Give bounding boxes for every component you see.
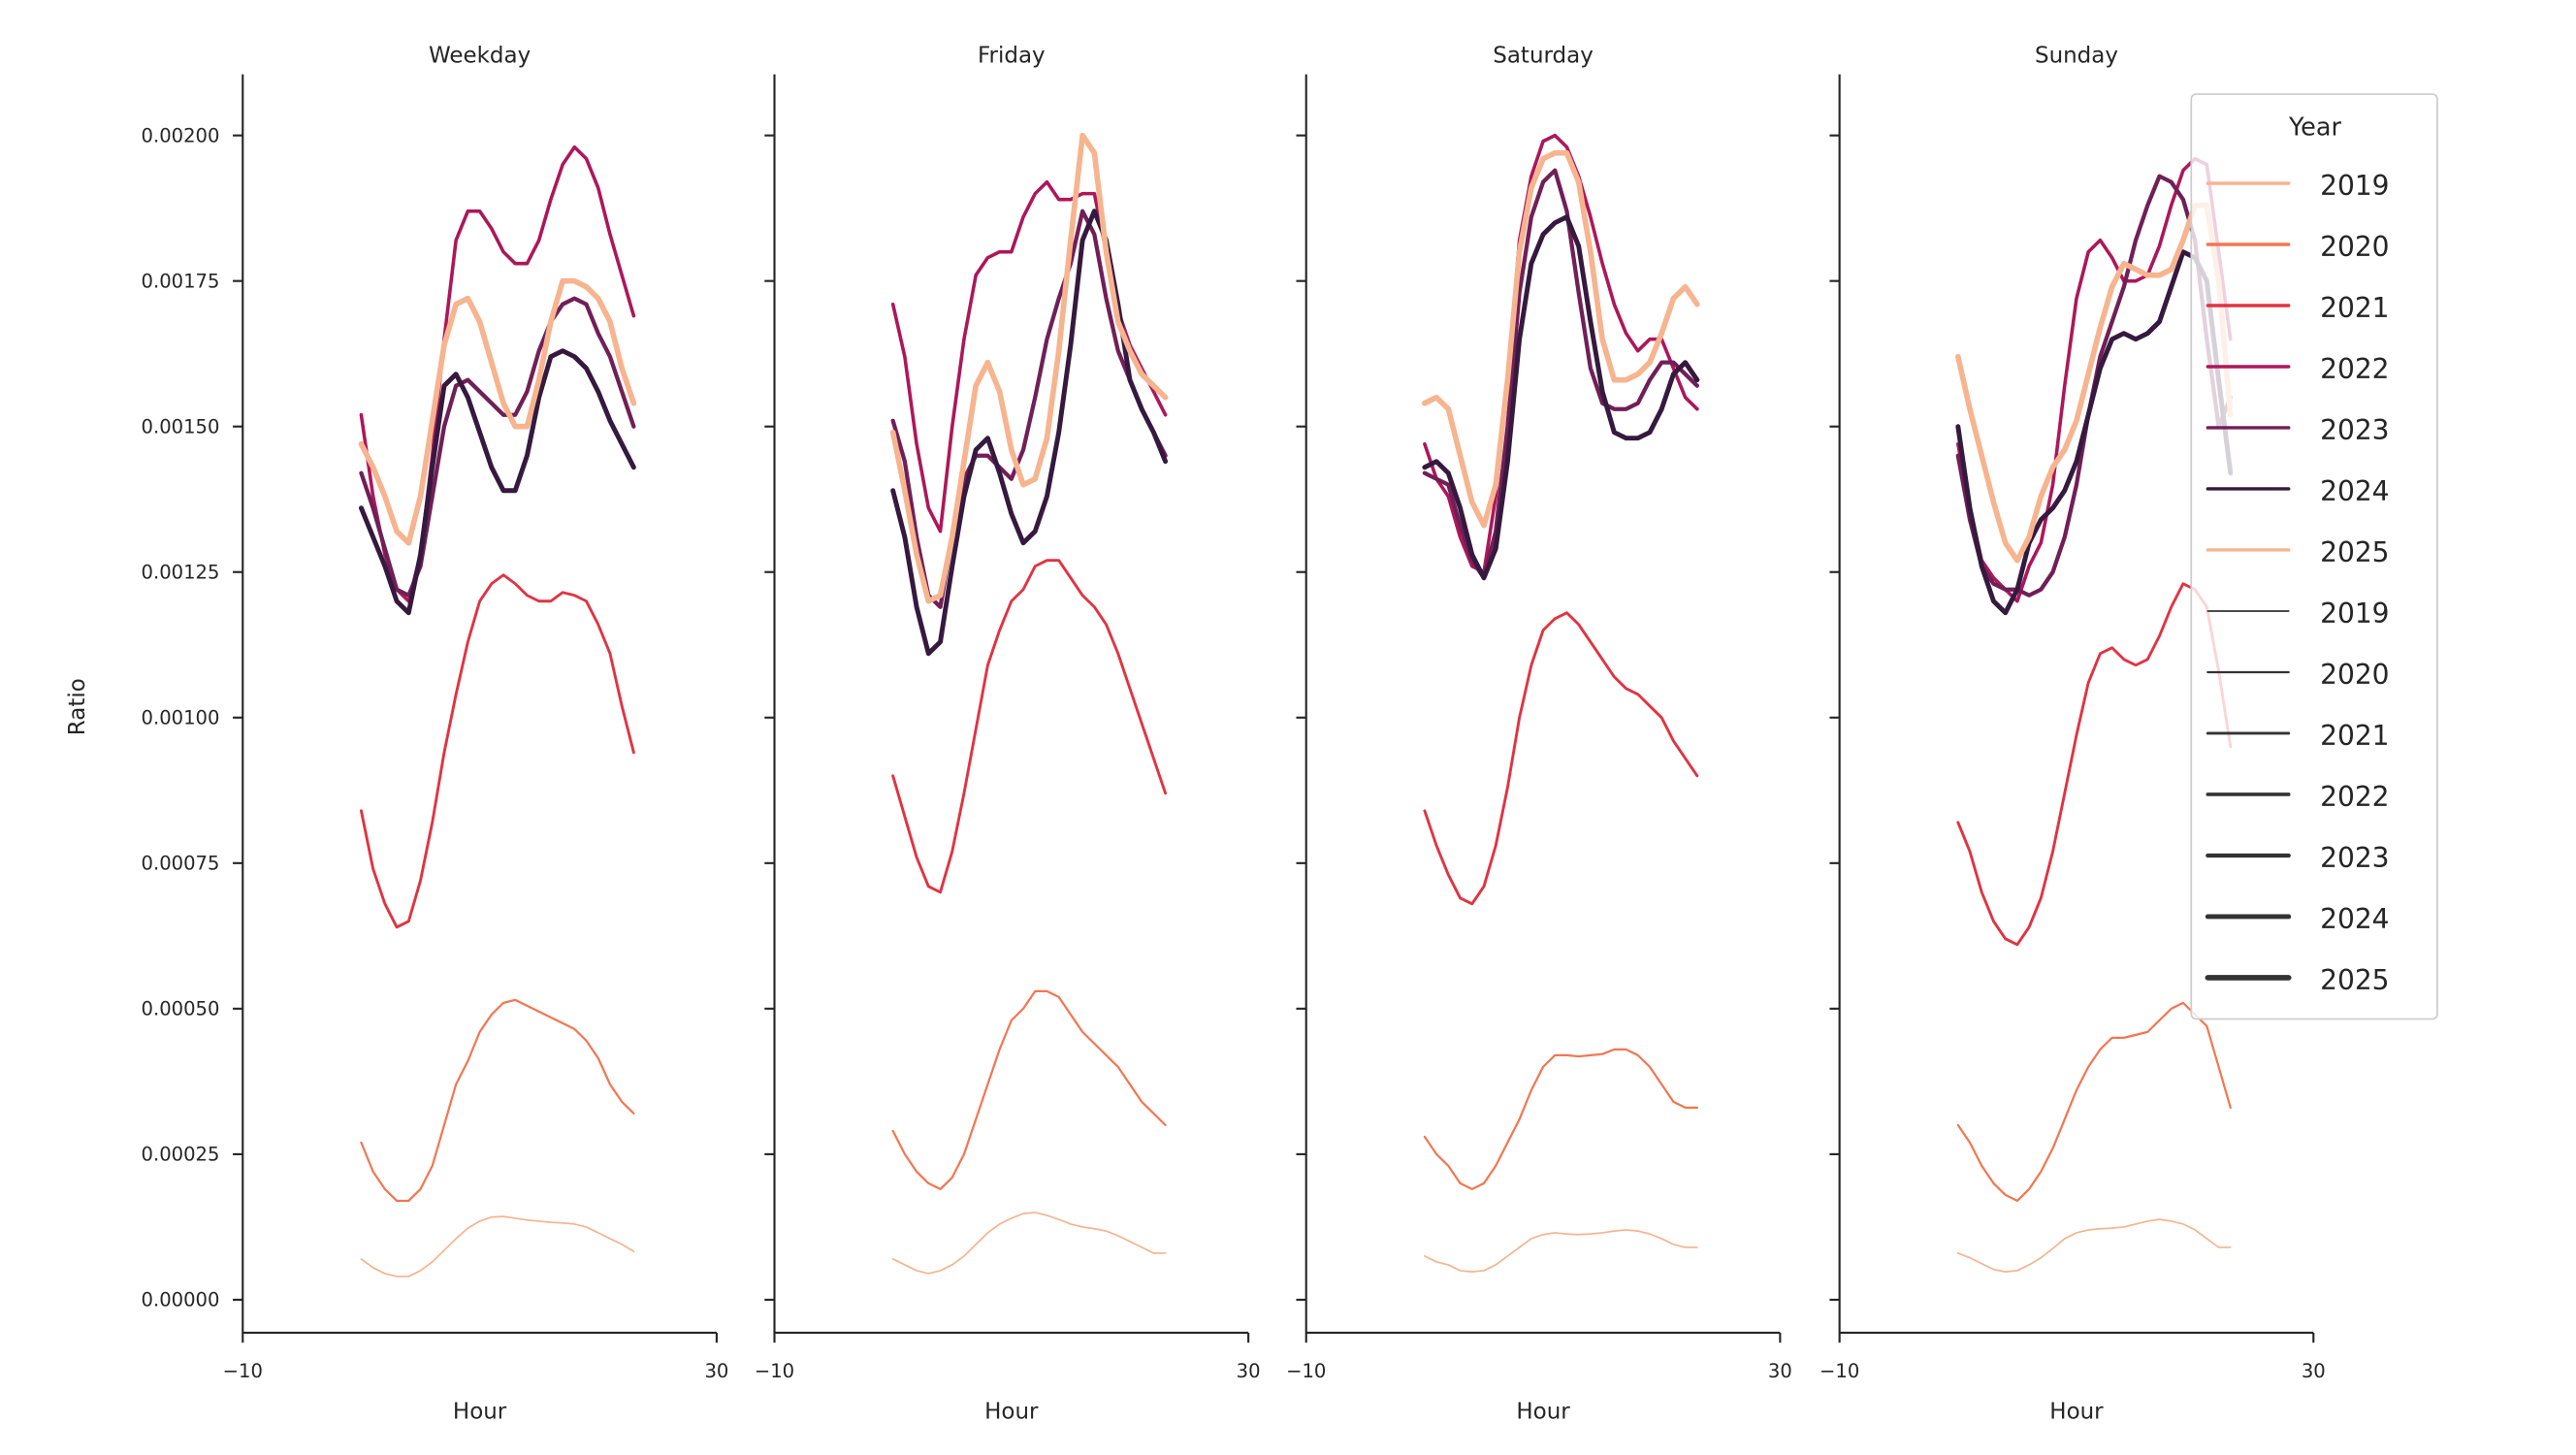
panel-title: Friday bbox=[978, 44, 1046, 69]
series-line-2022 bbox=[1423, 133, 1699, 574]
legend-item-size-2024: 2024 bbox=[2205, 903, 2390, 935]
panel-weekday: 0.00000 0.00025 0.00050 0.00075 0.00100 0.001… bbox=[65, 44, 729, 1425]
legend-label: 2024 bbox=[2320, 903, 2389, 935]
y-tick-label: 0.00050 bbox=[142, 998, 220, 1020]
series-line-2021 bbox=[891, 559, 1168, 894]
x-axis-label: Hour bbox=[453, 1400, 507, 1425]
series-line-2024 bbox=[1955, 249, 2234, 616]
y-tick-label: 0.00025 bbox=[142, 1144, 220, 1166]
legend-item-size-2020: 2020 bbox=[2206, 659, 2390, 691]
legend-label: 2023 bbox=[2320, 414, 2389, 446]
legend-item-hue-2022: 2022 bbox=[2206, 353, 2390, 385]
series-line-2024 bbox=[1422, 214, 1700, 581]
series-line-2019 bbox=[1424, 1229, 1698, 1273]
x-tick-label: 30 bbox=[1237, 1360, 1261, 1382]
series-line-2019 bbox=[360, 1215, 635, 1277]
y-tick-label: 0.00000 bbox=[142, 1289, 220, 1311]
legend-label: 2021 bbox=[2320, 720, 2389, 752]
legend-label: 2019 bbox=[2320, 170, 2389, 202]
series-line-2022 bbox=[359, 145, 636, 603]
legend-label: 2022 bbox=[2320, 353, 2389, 385]
legend-label: 2025 bbox=[2320, 536, 2389, 568]
legend-title: Year bbox=[2288, 113, 2342, 143]
panel-title: Saturday bbox=[1493, 44, 1594, 69]
legend-label: 2025 bbox=[2320, 964, 2389, 996]
legend-item-hue-2023: 2023 bbox=[2206, 414, 2390, 446]
series-line-2020 bbox=[360, 998, 635, 1203]
legend-label: 2020 bbox=[2320, 659, 2389, 691]
legend-label: 2022 bbox=[2320, 781, 2389, 813]
series-line-2021 bbox=[1956, 582, 2233, 947]
panel-title: Sunday bbox=[2035, 44, 2118, 69]
series-line-2020 bbox=[1423, 1048, 1698, 1191]
series-line-2019 bbox=[891, 1212, 1167, 1275]
series-line-2025 bbox=[889, 132, 1169, 604]
legend-item-size-2025: 2025 bbox=[2205, 964, 2390, 996]
series-line-2023 bbox=[1422, 168, 1699, 580]
series-line-2025 bbox=[358, 277, 637, 546]
x-tick-label: 30 bbox=[2302, 1360, 2326, 1382]
legend-item-size-2019: 2019 bbox=[2206, 598, 2390, 630]
x-tick-label: −10 bbox=[755, 1360, 794, 1382]
y-tick-label: 0.00125 bbox=[142, 562, 220, 584]
legend: Year 2019 2020 2021 2022 2023 2024 2025 2019 202… bbox=[2190, 93, 2438, 1020]
x-axis-label: Hour bbox=[2049, 1400, 2104, 1425]
legend-item-size-2021: 2021 bbox=[2206, 720, 2390, 752]
x-axis-label: Hour bbox=[1516, 1400, 1570, 1425]
facet-panels: 0.00000 0.00025 0.00050 0.00075 0.00100 0.001… bbox=[65, 44, 2326, 1425]
series-line-2020 bbox=[1956, 1001, 2232, 1203]
series-line-2024 bbox=[358, 348, 636, 616]
legend-box bbox=[2190, 93, 2438, 1020]
panel-sunday: −10 30 Sunday Hour bbox=[1819, 44, 2326, 1425]
y-tick-label: 0.00100 bbox=[142, 707, 220, 729]
series-line-2021 bbox=[1423, 611, 1699, 906]
series-line-2021 bbox=[359, 573, 635, 929]
panel-friday: −10 30 Friday Hour bbox=[755, 44, 1261, 1425]
series-line-2023 bbox=[890, 209, 1168, 609]
series-line-2024 bbox=[890, 209, 1169, 657]
x-tick-label: 30 bbox=[1768, 1360, 1792, 1382]
y-tick-label: 0.00175 bbox=[142, 270, 220, 292]
x-tick-label: −10 bbox=[1286, 1360, 1326, 1382]
legend-item-hue-2025: 2025 bbox=[2206, 536, 2390, 568]
series-line-2019 bbox=[1956, 1218, 2232, 1273]
y-tick-label: 0.00150 bbox=[142, 416, 220, 438]
y-axis-label: Ratio bbox=[65, 678, 90, 735]
series-line-2023 bbox=[359, 296, 636, 598]
x-axis-label: Hour bbox=[984, 1400, 1039, 1425]
legend-label: 2023 bbox=[2320, 842, 2389, 874]
legend-item-hue-2021: 2021 bbox=[2206, 292, 2390, 324]
panel-saturday: −10 30 Saturday Hour bbox=[1286, 44, 1792, 1425]
legend-label: 2020 bbox=[2320, 231, 2389, 263]
legend-item-hue-2020: 2020 bbox=[2206, 231, 2390, 263]
legend-item-size-2022: 2022 bbox=[2206, 781, 2390, 813]
legend-label: 2024 bbox=[2320, 475, 2389, 507]
legend-label: 2019 bbox=[2320, 598, 2389, 630]
legend-item-hue-2024: 2024 bbox=[2206, 475, 2390, 507]
legend-item-hue-2019: 2019 bbox=[2206, 170, 2390, 202]
y-tick-label: 0.00075 bbox=[142, 853, 220, 875]
legend-item-size-2023: 2023 bbox=[2206, 842, 2390, 874]
series-line-2025 bbox=[1422, 149, 1700, 529]
panel-title: Weekday bbox=[429, 44, 531, 69]
x-tick-label: −10 bbox=[223, 1360, 263, 1382]
x-tick-label: 30 bbox=[704, 1360, 728, 1382]
x-tick-label: −10 bbox=[1819, 1360, 1859, 1382]
series-line-2020 bbox=[891, 989, 1167, 1191]
y-tick-label: 0.00200 bbox=[142, 124, 220, 146]
legend-label: 2021 bbox=[2320, 292, 2389, 324]
series-line-2025 bbox=[1955, 202, 2234, 564]
